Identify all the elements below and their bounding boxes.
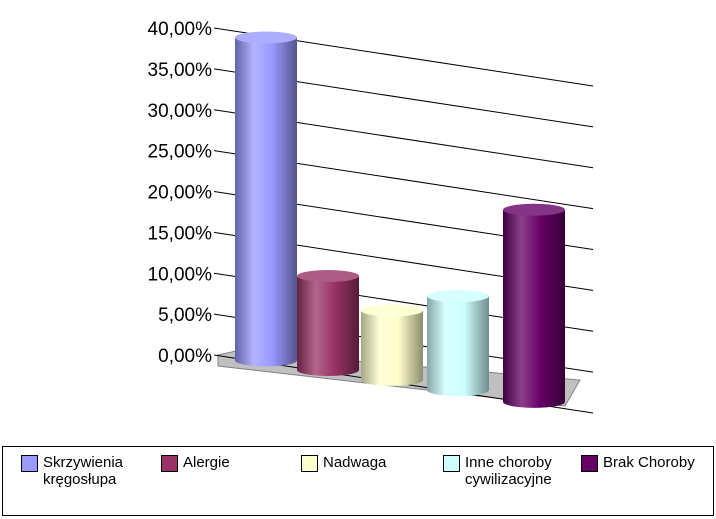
legend-swatch: [21, 455, 38, 472]
bar-top: [235, 31, 297, 44]
bar-top: [297, 270, 359, 283]
bar-top: [503, 203, 565, 216]
legend-swatch: [161, 455, 178, 472]
bar-body: [297, 276, 359, 377]
bar-top: [361, 304, 423, 317]
bar-body: [427, 296, 489, 397]
legend-swatch: [301, 455, 318, 472]
bar-3: [427, 290, 489, 397]
y-tick-label: 25,00%: [148, 142, 213, 163]
legend-swatch: [581, 455, 598, 472]
y-tick-label: 40,00%: [148, 19, 213, 40]
bar-body: [235, 37, 297, 367]
bar-4: [503, 203, 565, 408]
bar-body: [361, 310, 423, 386]
legend-label: Skrzywienia kręgosłupa: [43, 454, 124, 488]
legend-label: Nadwaga: [323, 454, 387, 471]
bar-body: [503, 209, 565, 408]
bar-2: [361, 304, 423, 386]
bar-0: [235, 31, 297, 367]
legend-label: Alergie: [183, 454, 230, 471]
y-tick-label: 15,00%: [148, 223, 213, 244]
y-tick-label: 20,00%: [148, 183, 213, 204]
chart-legend: Skrzywienia kręgosłupa Alergie Nadwaga I…: [2, 446, 714, 516]
bar-top: [427, 290, 489, 303]
chart-plot: 0,00% 5,00% 10,00% 15,00% 20,00% 25,00% 30,00%…: [148, 19, 594, 414]
y-tick-label: 35,00%: [148, 60, 213, 81]
legend-label: Inne choroby cywilizacyjne: [465, 454, 552, 488]
y-tick-label: 10,00%: [148, 264, 213, 285]
y-tick-label: 30,00%: [148, 101, 213, 122]
bar-1: [297, 270, 359, 377]
y-tick-label: 0,00%: [158, 346, 212, 367]
legend-label: Brak Choroby: [603, 454, 695, 471]
legend-swatch: [443, 455, 460, 472]
y-tick-label: 5,00%: [158, 305, 212, 326]
